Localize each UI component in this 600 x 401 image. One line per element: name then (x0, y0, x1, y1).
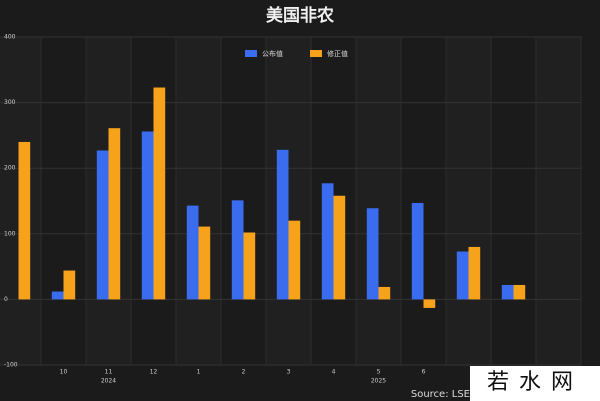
x-tick-label: 4 (332, 369, 336, 376)
x-tick-label: 11 (105, 369, 113, 376)
bar (96, 150, 109, 300)
bar (333, 195, 346, 300)
legend-swatch (245, 50, 257, 57)
x-tick-label: 10 (60, 369, 68, 376)
bar (366, 208, 379, 300)
legend-label: 修正值 (327, 49, 348, 58)
x-tick-label: 1 (197, 369, 201, 376)
bar (141, 131, 154, 300)
bar (63, 270, 76, 300)
bar (18, 141, 31, 300)
y-tick-label: -100 (4, 362, 18, 369)
y-tick-label: 0 (4, 296, 8, 303)
legend-swatch (310, 50, 322, 57)
x-tick-label: 3 (287, 369, 291, 376)
bar (198, 226, 211, 300)
bar (468, 246, 481, 300)
bar (378, 286, 391, 300)
y-tick-label: 200 (4, 165, 16, 172)
legend-label: 公布值 (262, 49, 283, 58)
bar (288, 220, 301, 300)
bar (513, 284, 526, 300)
watermark: 若水网 (487, 370, 583, 395)
bar (231, 200, 244, 300)
bar (321, 183, 334, 300)
column-band (536, 37, 581, 365)
bar (456, 251, 469, 300)
bar (186, 205, 199, 300)
bar (51, 291, 64, 300)
x-tick-label: 2 (242, 369, 246, 376)
y-tick-label: 300 (4, 99, 16, 106)
bar (501, 284, 514, 300)
y-tick-label: 100 (4, 230, 16, 237)
x-year-label: 2025 (371, 378, 386, 385)
column-band (176, 37, 221, 365)
bar (153, 87, 166, 300)
chart-title: 美国非农 (266, 5, 334, 26)
source: Source: LSE (411, 389, 470, 400)
y-tick-label: 400 (4, 34, 16, 41)
x-tick-label: 5 (377, 369, 381, 376)
bar (276, 149, 289, 300)
x-tick-label: 6 (422, 369, 426, 376)
bar (411, 202, 424, 300)
bar (243, 232, 256, 300)
x-tick-label: 12 (150, 369, 158, 376)
bar (108, 128, 121, 300)
watermark-box (470, 366, 600, 401)
bar (423, 299, 436, 308)
x-year-label: 2024 (101, 378, 116, 385)
column-band (446, 37, 491, 365)
column-band (356, 37, 401, 365)
